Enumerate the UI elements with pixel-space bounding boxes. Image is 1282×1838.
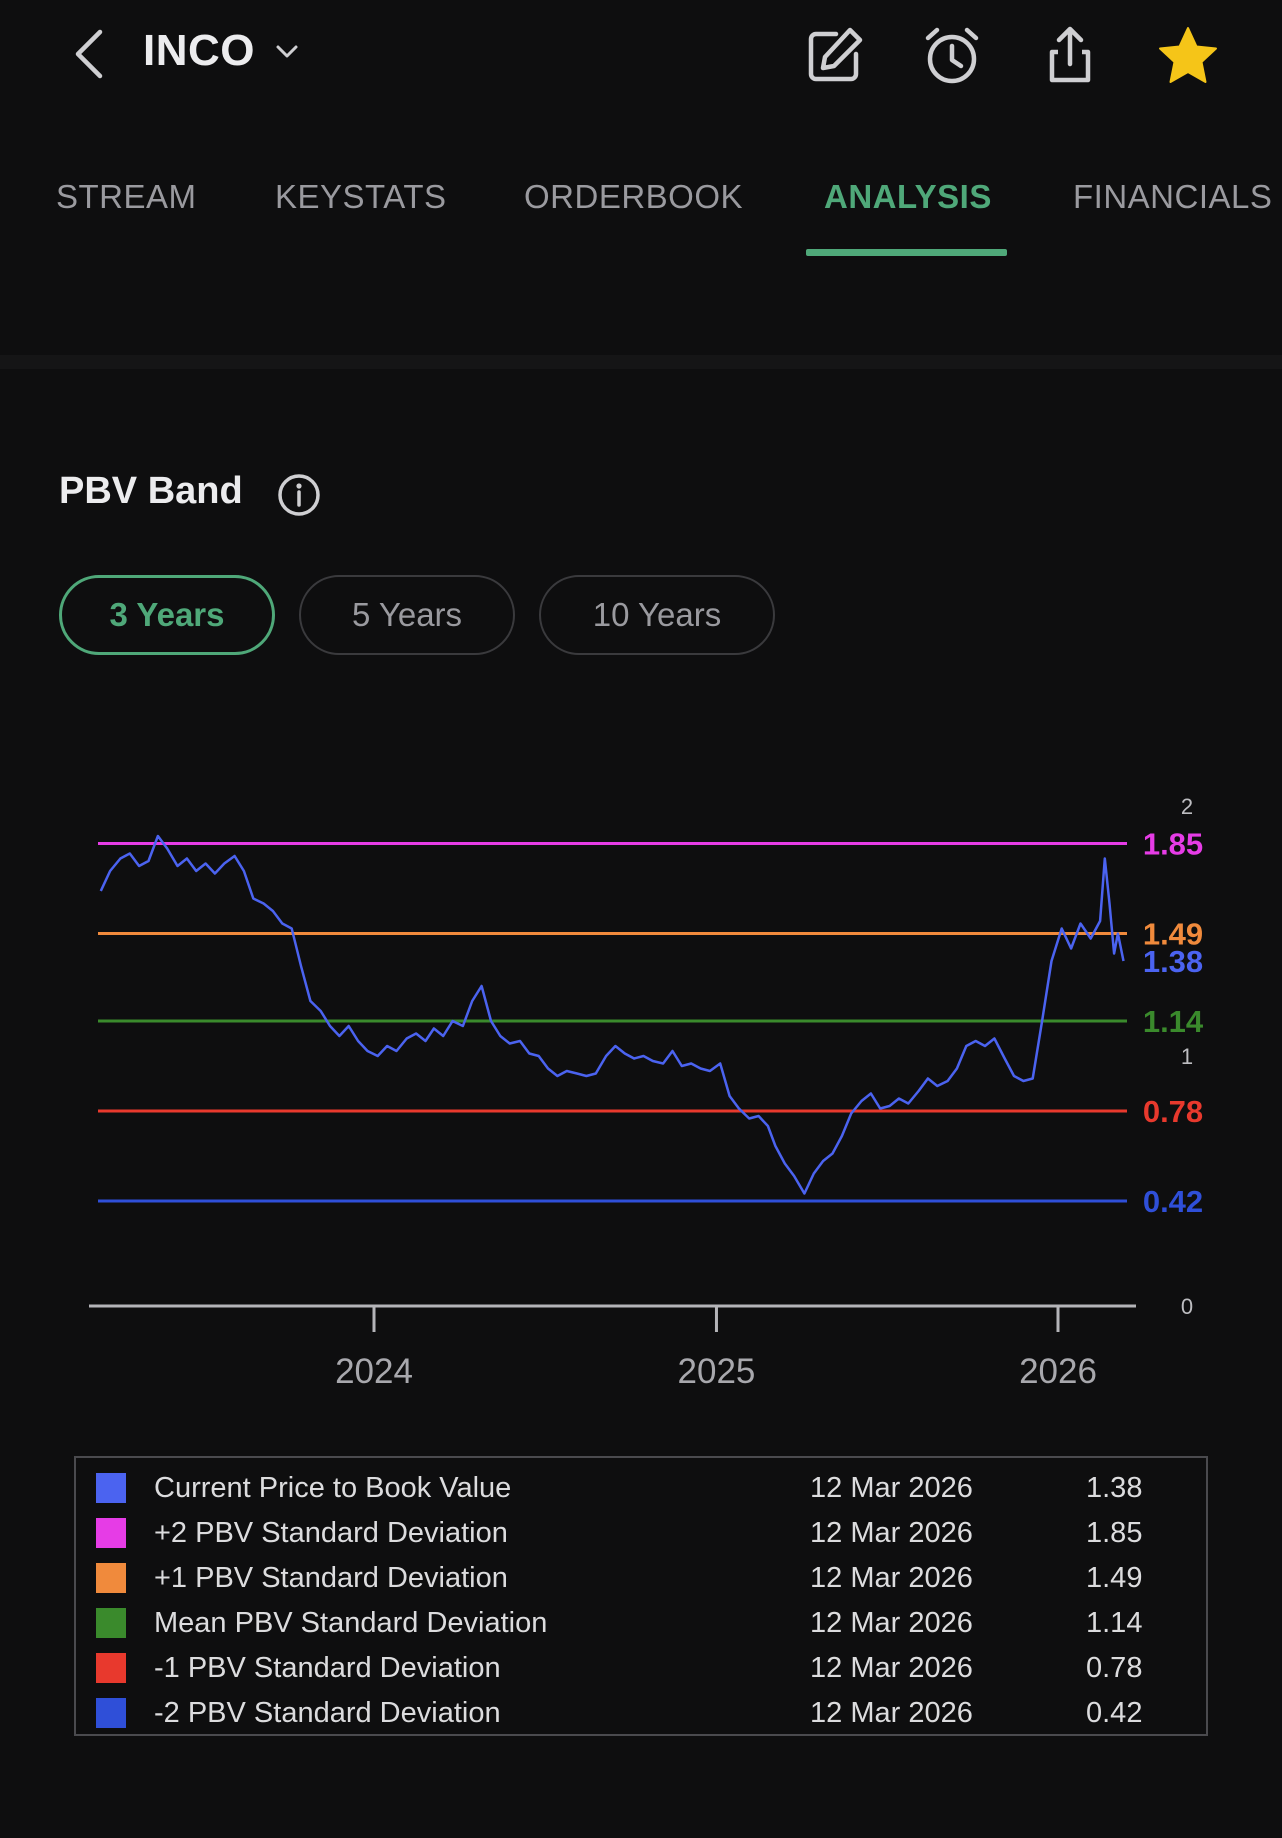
band-label: 1.49 [1143, 917, 1203, 952]
legend-date: 12 Mar 2026 [810, 1472, 973, 1504]
range-5-years[interactable]: 5 Years [299, 575, 515, 655]
section-title: PBV Band [59, 470, 243, 512]
back-arrow-icon[interactable] [70, 28, 110, 80]
band-label: 0.42 [1143, 1184, 1203, 1219]
band-label: 0.78 [1143, 1094, 1203, 1129]
edit-icon[interactable] [802, 24, 866, 88]
legend-date: 12 Mar 2026 [810, 1652, 973, 1684]
chevron-down-icon[interactable] [274, 42, 300, 62]
alarm-clock-icon[interactable] [920, 24, 984, 88]
legend-date: 12 Mar 2026 [810, 1517, 973, 1549]
y-tick-label: 2 [1181, 794, 1193, 819]
x-tick-label: 2024 [335, 1352, 413, 1391]
tab-bar: STREAM KEYSTATS ORDERBOOK ANALYSIS FINAN… [0, 150, 1282, 260]
x-tick-label: 2026 [1019, 1352, 1097, 1391]
tab-financials[interactable]: FINANCIALS [1073, 178, 1273, 215]
tab-orderbook[interactable]: ORDERBOOK [524, 178, 744, 215]
tab-analysis[interactable]: ANALYSIS [824, 178, 992, 215]
price-to-book-line [99, 834, 1125, 1195]
legend-swatch [96, 1608, 126, 1638]
legend-value: 1.49 [1086, 1562, 1143, 1594]
range-10-years[interactable]: 10 Years [539, 575, 775, 655]
legend-row-minus2: -2 PBV Standard Deviation 12 Mar 2026 0.… [76, 1693, 1206, 1733]
band-label: 1.14 [1143, 1004, 1204, 1039]
band-label: 1.85 [1143, 827, 1203, 862]
legend-swatch [96, 1698, 126, 1728]
legend-name: +2 PBV Standard Deviation [154, 1517, 508, 1549]
y-tick-label: 0 [1181, 1294, 1193, 1319]
legend-value: 0.78 [1086, 1652, 1143, 1684]
legend-value: 1.14 [1086, 1607, 1143, 1639]
legend-swatch [96, 1563, 126, 1593]
legend-row-mean: Mean PBV Standard Deviation 12 Mar 2026 … [76, 1603, 1206, 1643]
range-label: 5 Years [351, 596, 463, 633]
legend-name: +1 PBV Standard Deviation [154, 1562, 508, 1594]
legend-row-plus1: +1 PBV Standard Deviation 12 Mar 2026 1.… [76, 1558, 1206, 1598]
legend-row-current: Current Price to Book Value 12 Mar 2026 … [76, 1468, 1206, 1508]
legend-name: -2 PBV Standard Deviation [154, 1697, 501, 1729]
legend-row-plus2: +2 PBV Standard Deviation 12 Mar 2026 1.… [76, 1513, 1206, 1553]
range-label: 3 Years [109, 596, 225, 633]
x-tick-label: 2025 [678, 1352, 756, 1391]
share-icon[interactable] [1038, 24, 1102, 88]
legend-date: 12 Mar 2026 [810, 1607, 973, 1639]
ticker-symbol[interactable]: INCO [143, 26, 255, 75]
pbv-band-chart: 0 1 2 2024 2025 2026 1.85 1.49 1.14 0.78 0.42 1.38 [89, 794, 1204, 1391]
legend-date: 12 Mar 2026 [810, 1697, 973, 1729]
legend-name: Mean PBV Standard Deviation [154, 1607, 548, 1639]
legend-value: 1.85 [1086, 1517, 1143, 1549]
legend-name: Current Price to Book Value [154, 1472, 512, 1504]
current-value-label: 1.38 [1143, 944, 1203, 979]
top-bar: INCO [0, 0, 1282, 120]
legend-swatch [96, 1518, 126, 1548]
tab-stream[interactable]: STREAM [56, 178, 197, 215]
y-tick-label: 1 [1181, 1044, 1193, 1069]
legend-swatch [96, 1473, 126, 1503]
legend-name: -1 PBV Standard Deviation [154, 1652, 501, 1684]
star-icon[interactable] [1156, 24, 1220, 88]
legend-date: 12 Mar 2026 [810, 1562, 973, 1594]
legend-table: Current Price to Book Value 12 Mar 2026 … [74, 1456, 1208, 1736]
legend-row-minus1: -1 PBV Standard Deviation 12 Mar 2026 0.… [76, 1648, 1206, 1688]
legend-value: 0.42 [1086, 1697, 1143, 1729]
range-3-years[interactable]: 3 Years [59, 575, 275, 655]
active-tab-indicator [806, 249, 1007, 256]
info-icon[interactable] [276, 472, 322, 518]
tab-keystats[interactable]: KEYSTATS [275, 178, 447, 215]
legend-value: 1.38 [1086, 1472, 1143, 1504]
range-label: 10 Years [592, 596, 722, 633]
section-divider [0, 355, 1282, 369]
legend-swatch [96, 1653, 126, 1683]
